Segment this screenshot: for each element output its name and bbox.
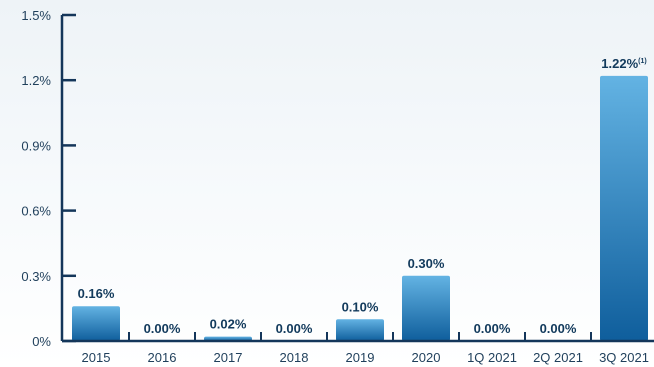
data-label: 1.22%(1)	[601, 56, 646, 71]
data-label: 0.30%	[408, 256, 445, 271]
bars: 0.16% 0.00% 0.02% 0.00% 0.10% 0.30% 0.00% 0.00%…	[72, 56, 648, 341]
x-tick-label: 2020	[412, 350, 441, 365]
data-label: 0.00%	[540, 321, 577, 336]
bar	[336, 319, 384, 341]
x-axis: 2015 2016 2017 2018 2019 2020 1Q 2021 2Q 2021 3Q…	[62, 332, 654, 365]
data-label: 0.00%	[276, 321, 313, 336]
data-label: 0.02%	[210, 317, 247, 332]
y-axis: 0% 0.3% 0.6% 0.9% 1.2% 1.5%	[21, 8, 76, 349]
x-tick-label: 2017	[214, 350, 243, 365]
x-tick-label: 2Q 2021	[533, 350, 583, 365]
data-label-footnote: (1)	[638, 58, 647, 65]
data-label: 0.00%	[474, 321, 511, 336]
y-tick-label: 1.5%	[21, 8, 51, 23]
bar	[402, 275, 450, 341]
x-tick-label: 1Q 2021	[467, 350, 517, 365]
y-tick-label: 0.9%	[21, 138, 51, 153]
y-tick-label: 0%	[32, 334, 51, 349]
x-tick-label: 2018	[280, 350, 309, 365]
data-label: 0.10%	[342, 299, 379, 314]
bar	[600, 75, 648, 341]
x-tick-label: 2019	[346, 350, 375, 365]
y-tick-label: 0.3%	[21, 269, 51, 284]
data-label: 0.00%	[144, 321, 181, 336]
y-tick-label: 1.2%	[21, 73, 51, 88]
x-tick-label: 2016	[148, 350, 177, 365]
bar	[72, 306, 120, 341]
data-label: 0.16%	[78, 286, 115, 301]
x-tick-label: 2015	[82, 350, 111, 365]
y-tick-label: 0.6%	[21, 204, 51, 219]
x-tick-label: 3Q 2021	[599, 350, 649, 365]
